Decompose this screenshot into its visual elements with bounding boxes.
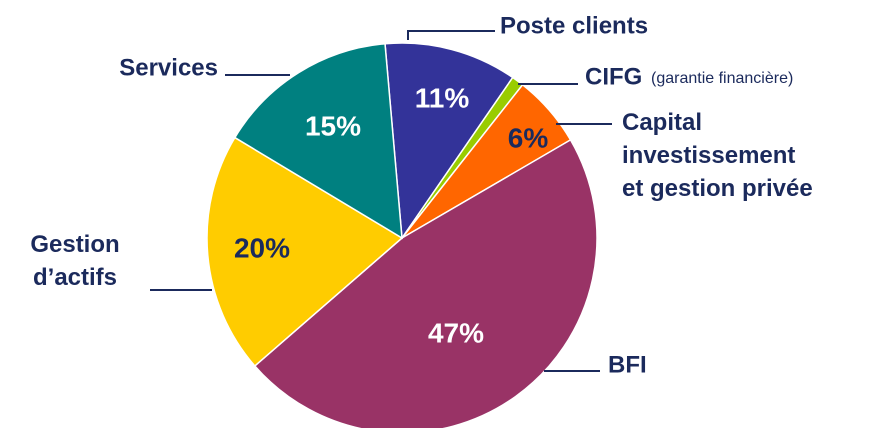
pie-slice <box>253 138 598 428</box>
value-label: 11% <box>415 82 470 113</box>
annotation: (garantie financière) <box>651 70 793 87</box>
pie-slice <box>384 42 514 241</box>
category-label: Poste clients <box>500 12 648 39</box>
value-label: 47% <box>428 317 484 348</box>
category-label-line: Capital <box>622 109 702 136</box>
category-label-line: Gestion <box>30 231 119 258</box>
pie-slice <box>206 136 404 367</box>
category-label-line: investissement <box>622 142 795 169</box>
value-label: 20% <box>234 232 290 263</box>
category-label: CIFG <box>585 63 642 90</box>
value-label: 6% <box>508 122 549 153</box>
leader-line <box>407 30 495 40</box>
category-label-line: et gestion privée <box>622 175 813 202</box>
value-label: 15% <box>305 110 361 141</box>
category-label: Services <box>119 54 218 81</box>
category-label: Gestion d’actifs <box>30 231 119 291</box>
category-label-line: d’actifs <box>33 264 117 291</box>
pie-slice <box>233 42 403 240</box>
category-label: BFI <box>608 351 647 378</box>
category-label: Capital investissement et gestion privée <box>622 109 813 202</box>
